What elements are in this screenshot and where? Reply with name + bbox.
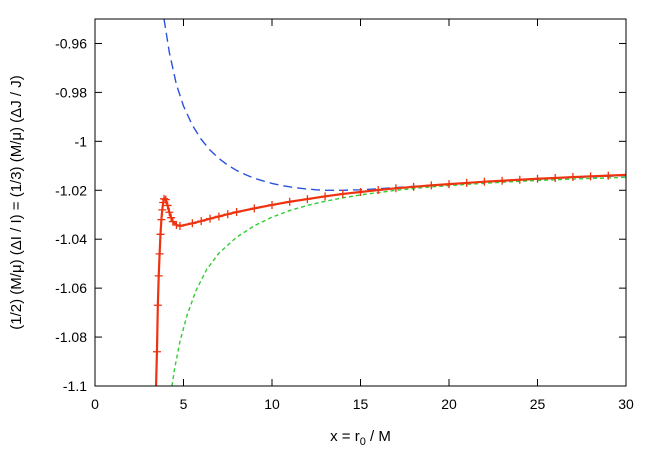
x-tick-label: 25 bbox=[530, 396, 546, 412]
data-point-marker bbox=[622, 170, 626, 179]
data-point-marker bbox=[268, 200, 276, 209]
data-point-marker bbox=[155, 249, 164, 258]
x-axis-label-subscript: 0 bbox=[360, 436, 366, 448]
series-line-dashed bbox=[163, 19, 626, 191]
x-tick-label: 5 bbox=[180, 396, 188, 412]
data-point-marker bbox=[153, 301, 162, 310]
plot-area bbox=[152, 19, 626, 386]
data-point-marker bbox=[285, 197, 294, 206]
series-line-solid bbox=[154, 173, 626, 386]
y-axis-label: (1/2) (M/μ) (ΔI / I) = (1/3) (M/μ) (ΔJ /… bbox=[8, 75, 25, 329]
data-point-marker bbox=[586, 172, 595, 181]
data-point-marker bbox=[409, 182, 418, 191]
y-tick-label: -1.04 bbox=[55, 231, 87, 247]
data-point-marker bbox=[303, 195, 312, 204]
x-tick-label: 10 bbox=[264, 396, 280, 412]
data-point-marker bbox=[604, 171, 613, 180]
data-point-marker bbox=[551, 174, 560, 183]
data-point-marker bbox=[480, 177, 489, 186]
data-point-marker bbox=[356, 187, 365, 196]
y-tick-label: -1.06 bbox=[55, 280, 87, 296]
x-tick-label: 15 bbox=[353, 396, 369, 412]
data-point-marker bbox=[157, 215, 166, 224]
y-tick-label: -1.02 bbox=[55, 182, 87, 198]
data-point-marker bbox=[167, 213, 176, 222]
data-point-marker bbox=[321, 192, 330, 201]
y-tick-label: -1.08 bbox=[55, 329, 87, 345]
y-tick-label: -1.1 bbox=[63, 378, 87, 394]
series-line-dotted bbox=[171, 176, 626, 386]
data-point-marker bbox=[161, 195, 170, 204]
data-point-marker bbox=[250, 204, 259, 213]
data-point-marker bbox=[154, 271, 163, 280]
x-tick-label: 30 bbox=[618, 396, 634, 412]
x-axis-label-unit: / M bbox=[366, 428, 391, 445]
data-point-marker bbox=[223, 210, 232, 219]
data-point-marker bbox=[160, 194, 169, 203]
data-point-marker bbox=[232, 208, 241, 217]
data-point-marker bbox=[568, 173, 577, 182]
data-point-marker bbox=[445, 180, 453, 189]
x-axis-label-main: x = r bbox=[330, 428, 360, 445]
data-point-marker bbox=[165, 208, 174, 217]
data-point-marker bbox=[462, 178, 471, 187]
y-tick-label: -0.96 bbox=[55, 35, 87, 51]
x-tick-label: 0 bbox=[91, 396, 99, 412]
data-point-marker bbox=[175, 221, 184, 230]
y-tick-label: -0.98 bbox=[55, 84, 87, 100]
data-point-marker bbox=[152, 347, 161, 356]
y-tick-label: -1 bbox=[75, 133, 88, 149]
axis-ticks: 0 5 10 15 20 25 30 -1.1 -1.08 -1.06 -1.04 -1.02 -1 -0… bbox=[55, 19, 634, 412]
data-point-marker bbox=[156, 230, 165, 239]
data-point-marker bbox=[206, 214, 215, 223]
data-point-marker bbox=[168, 217, 177, 226]
data-point-marker bbox=[188, 219, 197, 228]
data-point-marker bbox=[163, 201, 172, 210]
data-point-marker bbox=[374, 186, 383, 195]
data-point-marker bbox=[391, 184, 400, 193]
data-point-marker bbox=[338, 189, 347, 198]
data-point-marker bbox=[427, 181, 436, 190]
data-point-marker bbox=[197, 217, 206, 226]
data-point-marker bbox=[158, 205, 167, 214]
data-point-marker bbox=[214, 212, 223, 221]
data-point-marker bbox=[515, 175, 524, 184]
data-point-marker bbox=[498, 176, 507, 185]
data-point-marker bbox=[533, 174, 542, 183]
data-point-marker bbox=[172, 221, 181, 230]
x-tick-label: 20 bbox=[441, 396, 457, 412]
x-axis-label: x = r0 / M bbox=[330, 428, 391, 448]
